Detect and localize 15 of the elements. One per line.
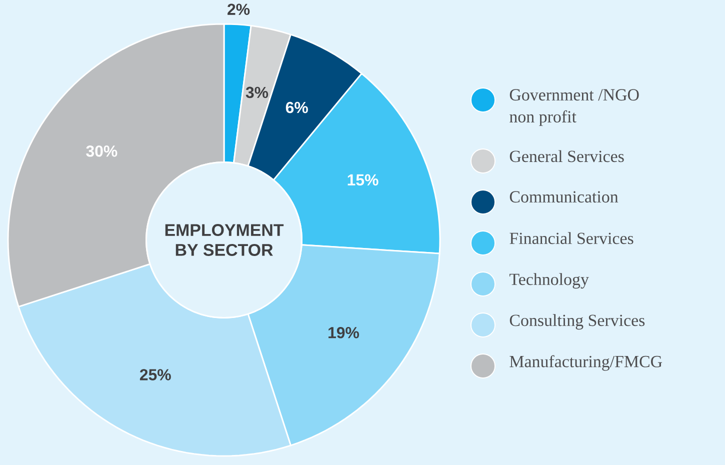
data-label: 25% (140, 369, 171, 380)
data-label: 30% (86, 145, 118, 157)
legend-label: General Services (510, 150, 624, 162)
legend-label: Manufacturing/FMCG (510, 355, 662, 371)
legend-label: Technology (510, 273, 589, 289)
data-label: 2% (228, 4, 250, 15)
legend-label: Financial Services (510, 232, 634, 244)
data-label: 15% (348, 174, 378, 186)
data-label: 19% (328, 327, 359, 338)
legend-label: Consulting Services (510, 314, 645, 330)
legend-label: Communication (510, 191, 618, 203)
data-label: 6% (286, 102, 308, 114)
text: EMPLOYMENT BY SECTOR (165, 224, 284, 256)
data-label: 3% (246, 86, 268, 98)
legend-label: Government /NGO non profit (510, 89, 639, 126)
